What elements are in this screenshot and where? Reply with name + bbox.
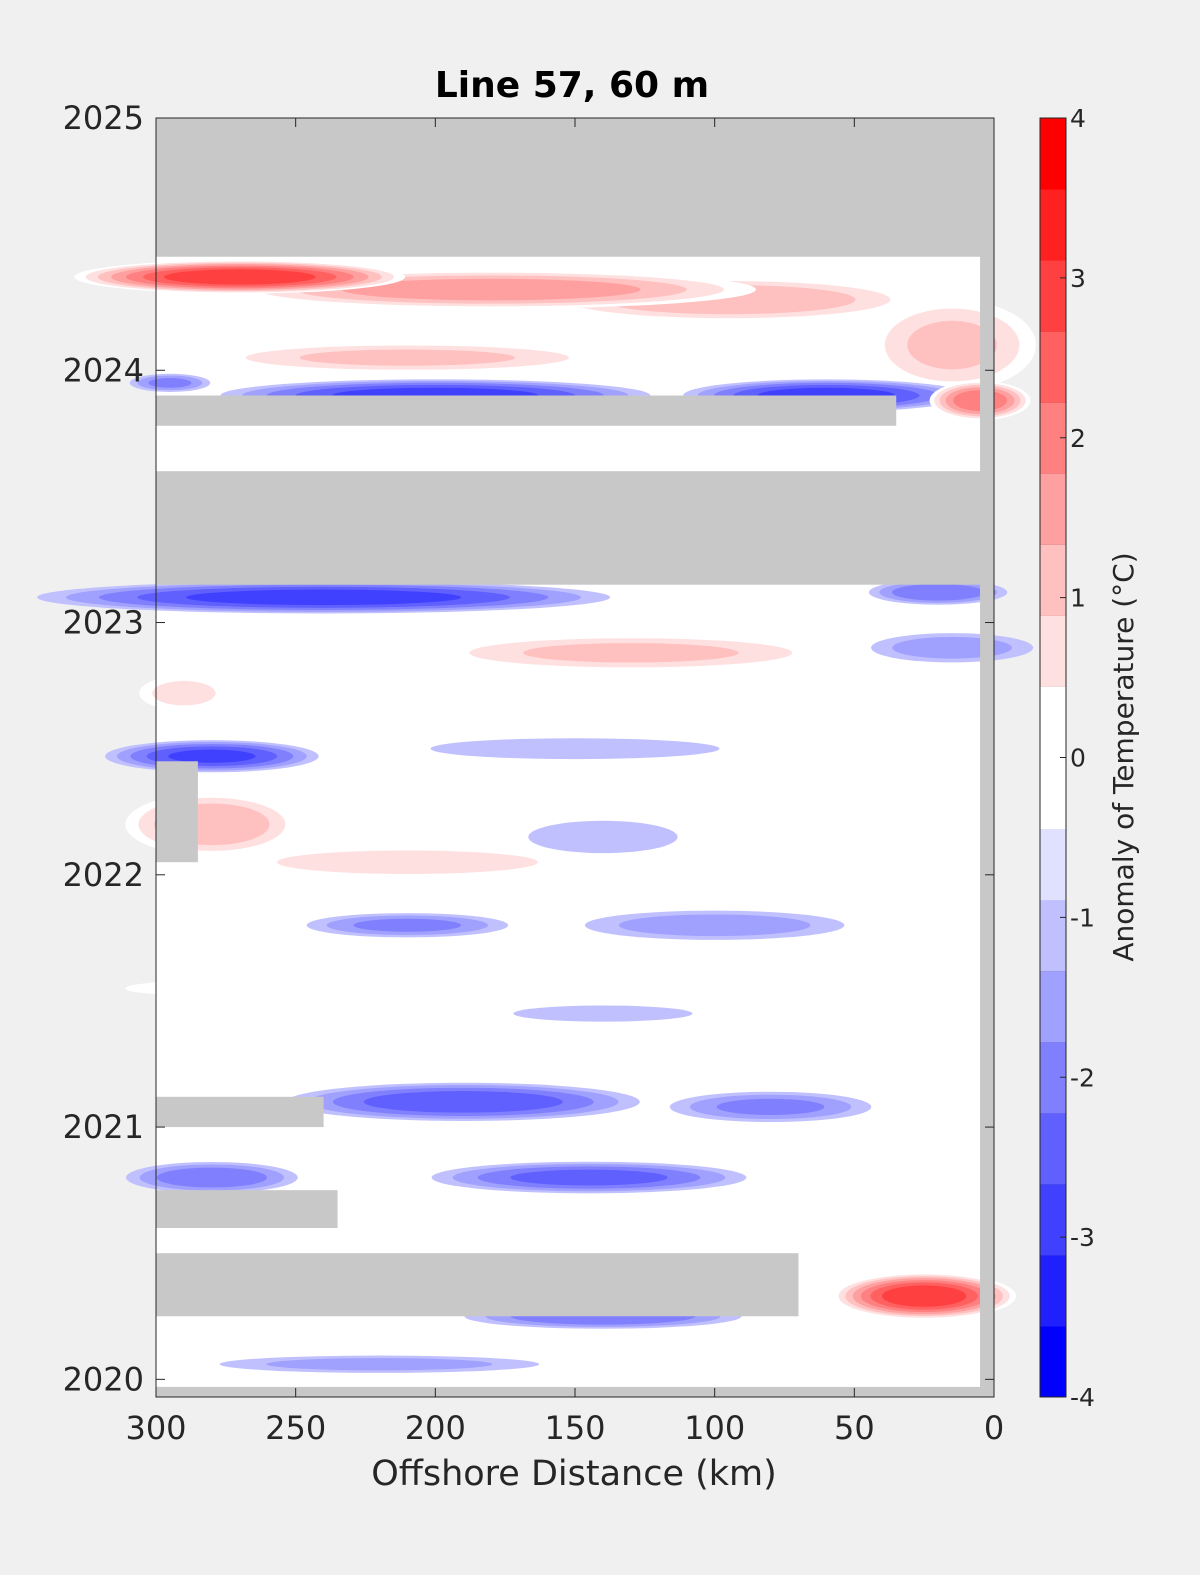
x-axis-ticks: 300 250 200 150 100 50 0 [125, 118, 1004, 1447]
anomaly-contour [305, 980, 566, 997]
colorbar-tick-label: -4 [1070, 1383, 1095, 1412]
colorbar-tick-label: 3 [1070, 264, 1086, 293]
missing-data-band [156, 1096, 324, 1128]
colorbar-band [1040, 473, 1066, 545]
colorbar-band [1040, 544, 1066, 616]
colorbar-tick-label: 1 [1070, 584, 1086, 613]
missing-data-band [156, 118, 994, 257]
anomaly-contour [341, 278, 641, 301]
anomaly-contour [125, 980, 299, 997]
anomaly-contour [185, 589, 462, 606]
colorbar-band [1040, 1183, 1066, 1256]
anomaly-contour [892, 583, 985, 601]
x-axis-label: Offshore Distance (km) [371, 1454, 777, 1494]
anomaly-contour [523, 643, 739, 663]
colorbar-band [1040, 118, 1066, 190]
anomaly-contour [266, 1358, 493, 1371]
anomaly-contour [907, 320, 997, 370]
colorbar-band [1040, 1325, 1066, 1398]
x-tick-label: 200 [405, 1409, 466, 1447]
colorbar-ticks: -4 -3 -2 -1 0 1 2 3 4 [1060, 104, 1095, 1412]
colorbar-band [1040, 189, 1066, 261]
colorbar-band [1040, 331, 1066, 403]
anomaly-contour [353, 918, 462, 932]
colorbar-tick-label: -2 [1070, 1063, 1095, 1092]
colorbar-tick-label: 2 [1070, 424, 1086, 453]
anomaly-contour [528, 820, 678, 854]
chart-title: Line 57, 60 m [435, 65, 709, 106]
colorbar-band [1040, 828, 1066, 901]
anomaly-contour [168, 749, 256, 763]
missing-data-band [156, 471, 994, 585]
anomaly-contour [510, 1169, 668, 1186]
colorbar-tick-label: 0 [1070, 744, 1086, 773]
y-tick-label: 2023 [63, 604, 144, 642]
colorbar: -4 -3 -2 -1 0 1 2 3 4 Anomaly of Temperature (°C… [1039, 104, 1140, 1412]
colorbar-band [1040, 1254, 1066, 1327]
y-tick-label: 2025 [63, 99, 144, 137]
colorbar-band [1040, 970, 1066, 1043]
colorbar-tick-label: -1 [1070, 903, 1095, 932]
colorbar-label: Anomaly of Temperature (°C) [1107, 552, 1140, 961]
anomaly-contour [156, 1167, 268, 1188]
missing-data-band [156, 1190, 338, 1228]
anomaly-contour [277, 850, 538, 874]
anomaly-contour [152, 680, 216, 706]
anomaly-contour [299, 349, 516, 366]
colorbar-band [1040, 615, 1066, 687]
anomaly-contour [430, 738, 720, 760]
colorbar-band [1040, 686, 1066, 758]
anomaly-contour [618, 914, 811, 937]
missing-data-band [980, 118, 994, 1397]
colorbar-band [1040, 899, 1066, 972]
anomaly-contour [881, 1285, 967, 1307]
colorbar-band [1040, 260, 1066, 332]
anomaly-contour [163, 269, 316, 285]
missing-data-band [156, 395, 897, 426]
y-tick-label: 2021 [63, 1108, 144, 1146]
colorbar-band [1040, 1112, 1066, 1185]
y-tick-label: 2022 [63, 856, 144, 894]
y-tick-label: 2020 [63, 1360, 144, 1398]
missing-data-band [156, 1253, 799, 1317]
anomaly-contour [513, 1005, 693, 1022]
colorbar-bands [1040, 117, 1066, 1398]
anomaly-contour [716, 1098, 825, 1115]
anomaly-contour [148, 378, 192, 388]
x-tick-label: 300 [125, 1409, 186, 1447]
x-tick-label: 250 [265, 1409, 326, 1447]
plot-area: 300 250 200 150 100 50 0 202020212022202320242… [37, 99, 1037, 1447]
anomaly-contour [363, 1091, 563, 1113]
y-tick-label: 2024 [63, 351, 144, 389]
colorbar-band [1040, 757, 1066, 830]
x-tick-label: 100 [684, 1409, 745, 1447]
missing-data-band [156, 761, 198, 863]
x-tick-label: 0 [984, 1409, 1004, 1447]
y-axis-ticks: 2020 2021 2022 2023 2024 2025 [63, 99, 994, 1398]
x-tick-label: 150 [544, 1409, 605, 1447]
colorbar-tick-label: -3 [1070, 1223, 1095, 1252]
x-tick-label: 50 [834, 1409, 875, 1447]
colorbar-tick-label: 4 [1070, 104, 1086, 133]
missing-data-layer [156, 118, 994, 1397]
